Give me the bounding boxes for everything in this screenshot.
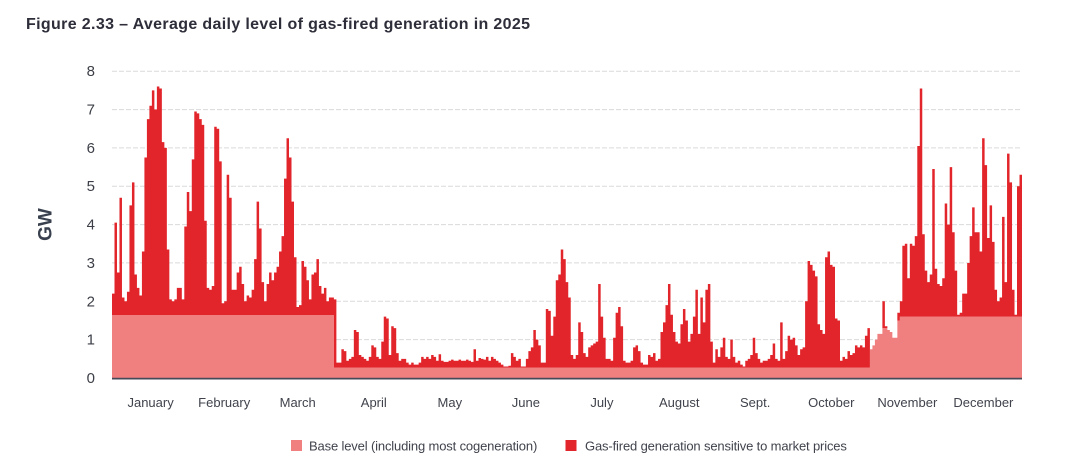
svg-text:February: February	[198, 395, 251, 410]
svg-text:8: 8	[87, 63, 95, 80]
svg-text:November: November	[877, 395, 938, 410]
svg-text:GW: GW	[36, 208, 57, 241]
svg-text:Sept.: Sept.	[740, 395, 770, 410]
svg-text:Base level (including most cog: Base level (including most cogeneration)	[309, 439, 537, 454]
svg-text:1: 1	[87, 332, 95, 349]
svg-text:7: 7	[87, 102, 95, 119]
svg-text:May: May	[438, 395, 463, 410]
svg-text:Gas-fired generation sensitive: Gas-fired generation sensitive to market…	[585, 439, 847, 454]
svg-text:December: December	[953, 395, 1014, 410]
svg-text:June: June	[512, 395, 540, 410]
svg-text:August: August	[659, 395, 700, 410]
svg-text:2: 2	[87, 293, 95, 310]
svg-text:October: October	[808, 395, 855, 410]
svg-text:January: January	[127, 395, 174, 410]
svg-text:0: 0	[87, 370, 95, 387]
svg-text:3: 3	[87, 255, 95, 272]
svg-text:March: March	[280, 395, 316, 410]
svg-text:April: April	[361, 395, 387, 410]
svg-text:4: 4	[87, 217, 95, 234]
svg-text:6: 6	[87, 140, 95, 157]
svg-text:July: July	[590, 395, 614, 410]
svg-text:5: 5	[87, 178, 95, 195]
